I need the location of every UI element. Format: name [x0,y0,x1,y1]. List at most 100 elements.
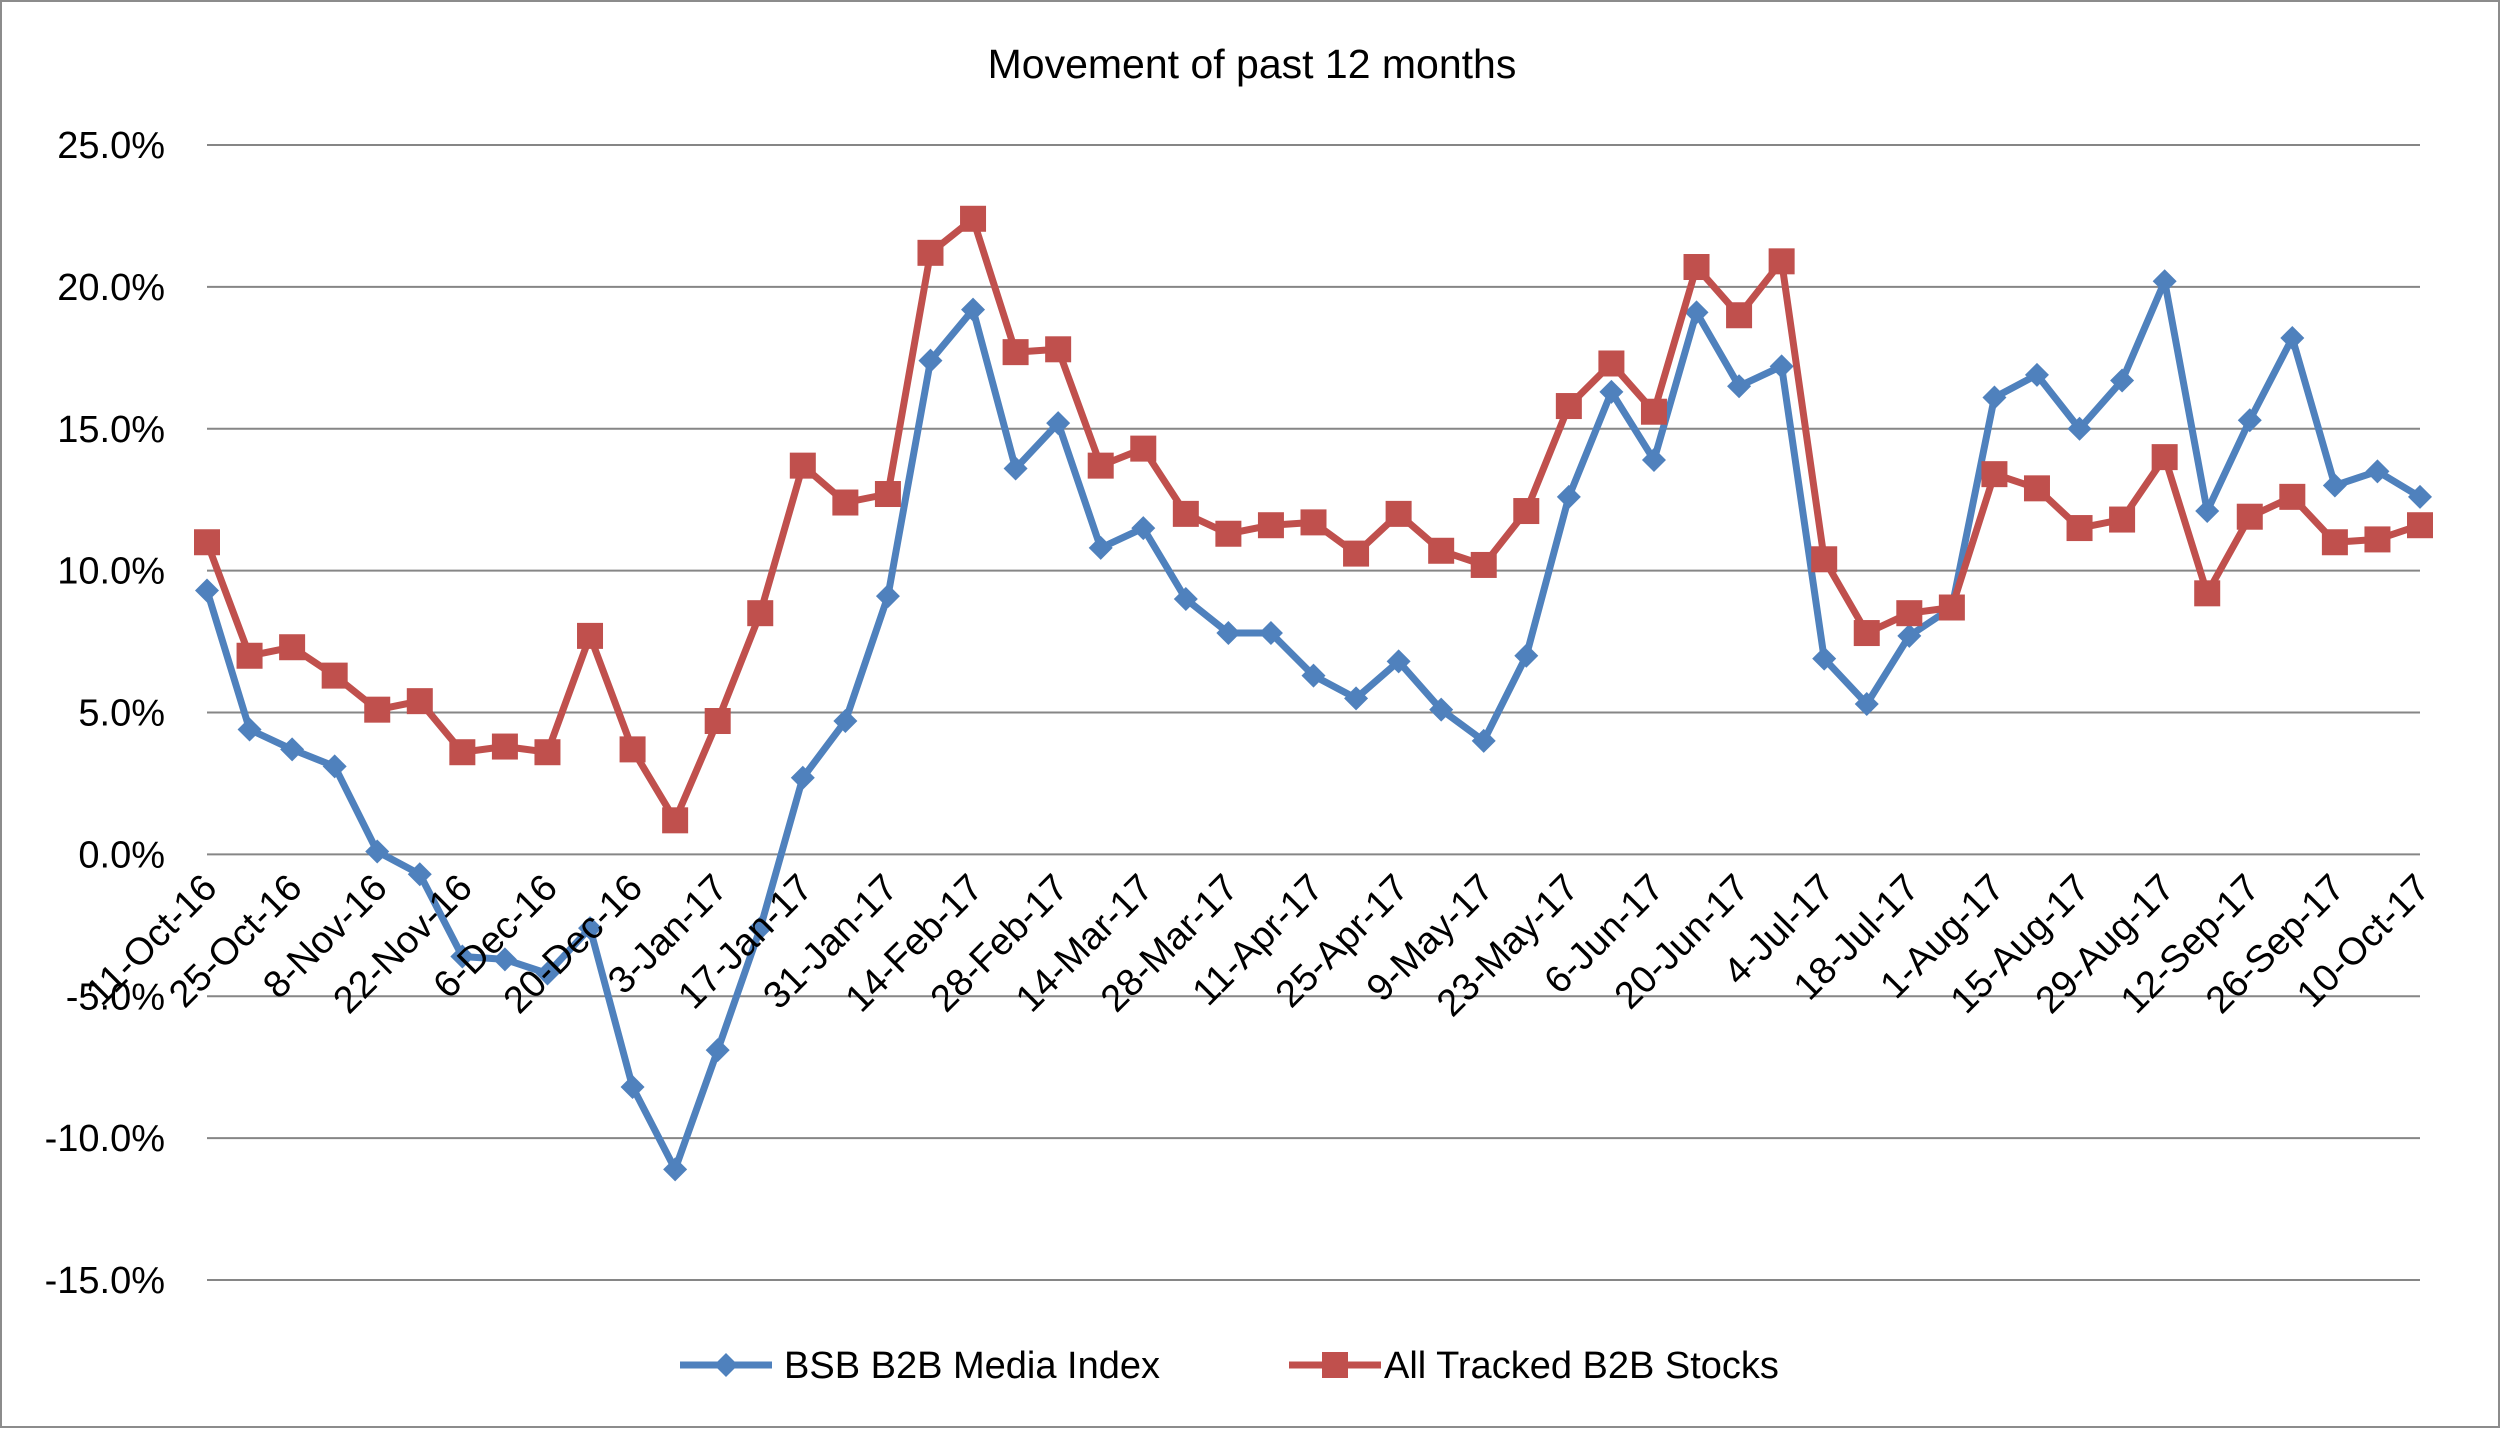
data-point [1726,302,1753,329]
legend-marker [1322,1352,1348,1378]
data-point [2152,269,2177,294]
data-point [747,600,774,627]
data-point [1428,537,1455,564]
data-point [1046,411,1071,436]
data-point [2194,580,2221,607]
data-point [1173,587,1198,611]
data-point [2067,416,2092,441]
data-point [1684,300,1709,325]
data-point [492,947,517,972]
data-point [321,662,348,689]
data-point [279,634,306,661]
data-point [704,708,731,735]
data-point [237,717,262,742]
data-point [1257,512,1284,539]
data-point [1301,663,1326,688]
legend-item: BSB B2B Media Index [680,1345,1160,1387]
data-point [619,736,646,763]
data-point [1215,520,1242,547]
data-point [748,916,773,941]
data-point [406,688,433,715]
data-point [1598,350,1625,377]
data-point [662,807,689,834]
data-point [1599,379,1624,404]
data-point [322,754,347,779]
data-point [1769,354,1794,379]
data-point [2280,325,2305,350]
data-point [449,739,476,766]
data-point [1045,336,1072,363]
data-point [2066,515,2093,542]
legend: BSB B2B Media Index All Tracked B2B Stock… [680,1345,1779,1387]
data-point [1854,691,1879,716]
data-point [1088,535,1113,560]
y-tick-label: 25.0% [57,125,165,167]
data-point [1981,461,2008,488]
x-axis-ticks: 11-Oct-1625-Oct-168-Nov-1622-Nov-166-Dec… [78,867,2438,1025]
data-point [2365,459,2390,484]
legend-label: All Tracked B2B Stocks [1384,1345,1779,1387]
data-point [1811,546,1838,573]
data-point [874,481,901,508]
data-point [1130,435,1157,462]
data-point [534,739,561,766]
data-point [833,709,858,734]
data-point [1471,728,1496,753]
chart-title: Movement of past 12 months [988,41,1517,87]
data-point [705,1038,730,1063]
data-point [1002,339,1029,366]
y-tick-label: -10.0% [45,1118,165,1160]
y-tick-label: 15.0% [57,409,165,451]
y-tick-label: 20.0% [57,267,165,309]
data-point [1853,620,1880,647]
data-point [1470,551,1497,578]
data-point [236,642,263,669]
data-point [961,297,986,322]
data-point [832,489,859,516]
data-point [2023,475,2050,502]
data-point [2321,529,2348,556]
series-layer [194,205,2433,1182]
data-point [2109,506,2136,533]
data-point [1897,623,1922,648]
data-point [1513,498,1540,525]
data-point [1385,500,1412,527]
data-point [2110,368,2135,393]
data-point [1514,643,1539,668]
data-point [280,737,305,762]
data-point [535,961,560,986]
data-point [1216,621,1241,646]
data-point [2236,503,2263,530]
data-point [1812,646,1837,671]
data-point [1300,509,1327,536]
y-tick-label: 10.0% [57,551,165,593]
data-point [2237,408,2262,433]
data-point [960,205,987,232]
y-axis-ticks: 25.0% 20.0% 15.0% 10.0% 5.0% 0.0% -5.0% -10.0% -… [45,125,165,1302]
data-point [2408,484,2432,509]
data-point [1386,649,1411,674]
series-all-tracked-b2b-stocks [194,205,2433,834]
data-point [917,239,944,266]
data-point [790,765,815,790]
data-point [2364,526,2391,553]
data-point [450,944,475,969]
data-point [918,348,943,373]
legend-marker [714,1353,738,1377]
data-point [195,578,219,603]
data-point [2024,362,2049,387]
data-point [2322,473,2347,498]
data-point [789,452,816,479]
data-point [2195,499,2220,524]
data-point [1683,254,1710,281]
data-point [365,839,390,864]
data-point [2279,483,2306,510]
data-point [1982,385,2007,410]
data-point [577,622,604,649]
data-point [1087,452,1114,479]
data-point [875,584,900,609]
data-point [2407,512,2433,539]
data-point [1172,500,1199,527]
